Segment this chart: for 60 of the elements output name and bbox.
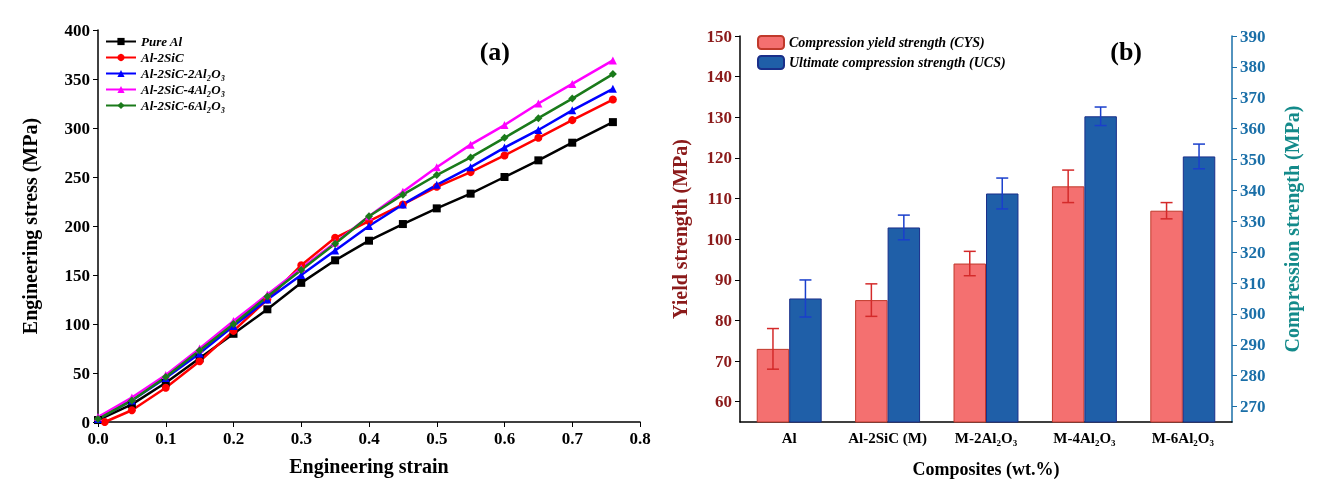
- x-tick-label: 0.4: [358, 429, 381, 448]
- y2-tick-label: 390: [1240, 26, 1266, 46]
- x-tick-label: 0.8: [629, 429, 651, 448]
- y-tick-label: 100: [706, 229, 732, 249]
- y-tick-label: 110: [707, 189, 732, 209]
- x-tick-label: Al: [781, 429, 797, 446]
- x-tick-label: 0.1: [155, 429, 177, 448]
- legend-label: Compression yield strength (CYS): [789, 35, 985, 51]
- y2-tick-label: 320: [1240, 242, 1266, 262]
- annotation: (a): [479, 36, 511, 66]
- x-tick-label: 0.5: [426, 429, 448, 448]
- y2-tick-label: 290: [1240, 335, 1266, 355]
- y-tick-label: 50: [73, 363, 90, 383]
- x-tick-label: M-2Al₂O₃: [954, 429, 1018, 446]
- y-tick-label: 350: [64, 69, 90, 89]
- x-tick-label: 0.0: [87, 429, 109, 448]
- x-tick-label: Al-2SiC (M): [848, 429, 927, 447]
- y-axis-title: Engineering stress (MPa): [19, 117, 42, 335]
- y2-tick-label: 270: [1240, 397, 1266, 417]
- legend-label: Ultimate compression strength (UCS): [789, 55, 1006, 71]
- x-tick-label: 0.3: [290, 429, 312, 448]
- x-axis-title: Composites (wt.%): [912, 459, 1060, 480]
- y2-tick-label: 330: [1240, 211, 1266, 231]
- y-tick-label: 150: [64, 265, 90, 285]
- legend-label: Al-2SiC-2Al₂O₃: [140, 66, 226, 81]
- y-tick-label: 200: [64, 216, 90, 236]
- y-tick-label: 70: [715, 351, 732, 371]
- y2-tick-label: 380: [1240, 57, 1266, 77]
- x-tick-label: 0.7: [561, 429, 584, 448]
- x-tick-label: 0.6: [493, 429, 516, 448]
- y2-tick-label: 300: [1240, 304, 1266, 324]
- y-tick-label: 90: [715, 270, 732, 290]
- y-tick-label: 130: [706, 107, 732, 127]
- annotation: (b): [1110, 36, 1142, 66]
- y2-axis-title: Compression strength (MPa): [1281, 105, 1304, 353]
- y-axis-title: Yield strength (MPa): [669, 139, 692, 319]
- legend-label: Al-2SiC-4Al₂O₃: [140, 82, 226, 97]
- x-tick-label: M-4Al₂O₃: [1053, 429, 1117, 446]
- y-tick-label: 400: [64, 20, 90, 40]
- x-axis-title: Engineering strain: [289, 455, 449, 478]
- legend-label: Al-2SiC-6Al₂O₃: [140, 98, 226, 113]
- y-tick-label: 0: [81, 412, 90, 432]
- legend-label: Pure Al: [141, 34, 183, 49]
- y-tick-label: 100: [64, 314, 90, 334]
- y-tick-label: 300: [64, 118, 90, 138]
- y-tick-label: 250: [64, 167, 90, 187]
- y2-tick-label: 340: [1240, 180, 1266, 200]
- y-tick-label: 140: [706, 67, 732, 87]
- y-tick-label: 150: [706, 26, 732, 46]
- y-tick-label: 60: [715, 392, 732, 412]
- y-tick-label: 120: [706, 148, 732, 168]
- y2-tick-label: 360: [1240, 119, 1266, 139]
- y-tick-label: 80: [715, 310, 732, 330]
- y2-tick-label: 370: [1240, 88, 1266, 108]
- legend-label: Al-2SiC: [140, 50, 184, 65]
- y2-tick-label: 280: [1240, 366, 1266, 386]
- y2-tick-label: 350: [1240, 150, 1266, 170]
- y2-tick-label: 310: [1240, 273, 1266, 293]
- x-tick-label: 0.2: [222, 429, 245, 448]
- x-tick-label: M-6Al₂O₃: [1151, 429, 1215, 446]
